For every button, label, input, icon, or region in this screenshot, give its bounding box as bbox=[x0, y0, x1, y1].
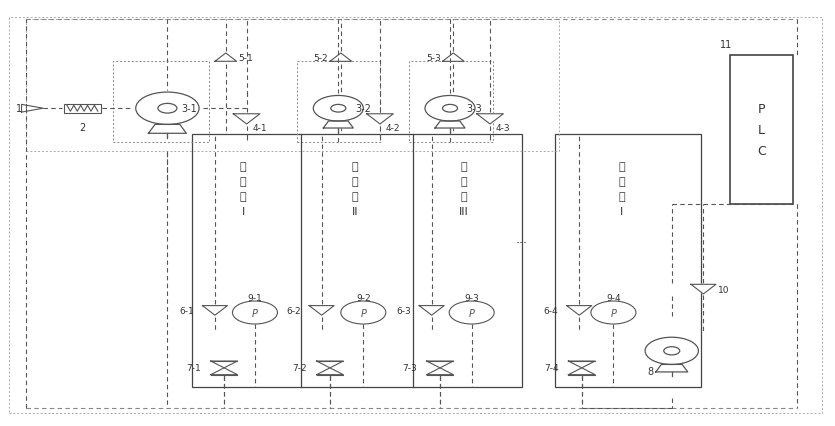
Text: 9-4: 9-4 bbox=[606, 294, 620, 302]
Text: 9-3: 9-3 bbox=[464, 294, 479, 302]
Text: 6-1: 6-1 bbox=[180, 306, 194, 315]
Circle shape bbox=[341, 301, 386, 324]
Circle shape bbox=[136, 93, 199, 125]
Polygon shape bbox=[419, 306, 444, 315]
Circle shape bbox=[158, 104, 177, 114]
Circle shape bbox=[331, 105, 346, 113]
Polygon shape bbox=[149, 125, 186, 134]
Bar bbox=[409, 62, 493, 143]
Text: P: P bbox=[361, 308, 367, 318]
Bar bbox=[26, 20, 559, 151]
Text: 4-2: 4-2 bbox=[386, 124, 400, 133]
Text: 5-3: 5-3 bbox=[426, 54, 441, 63]
Polygon shape bbox=[427, 361, 453, 368]
Polygon shape bbox=[233, 115, 260, 125]
Polygon shape bbox=[435, 122, 465, 129]
Text: 正
压
区
II: 正 压 区 II bbox=[352, 162, 358, 216]
Text: 5-2: 5-2 bbox=[314, 54, 328, 63]
Polygon shape bbox=[367, 115, 393, 125]
Text: 8: 8 bbox=[648, 366, 654, 376]
Text: 7-1: 7-1 bbox=[186, 363, 200, 372]
Text: P: P bbox=[468, 308, 474, 318]
Polygon shape bbox=[210, 368, 237, 375]
Circle shape bbox=[591, 301, 636, 324]
Circle shape bbox=[313, 96, 363, 122]
Text: 负
压
区
I: 负 压 区 I bbox=[619, 162, 625, 216]
Polygon shape bbox=[202, 306, 227, 315]
Text: 4-1: 4-1 bbox=[252, 124, 267, 133]
Polygon shape bbox=[567, 306, 592, 315]
Text: 9-2: 9-2 bbox=[356, 294, 371, 302]
Text: 3-2: 3-2 bbox=[355, 104, 371, 114]
Bar bbox=[296, 62, 380, 143]
Polygon shape bbox=[323, 122, 353, 129]
Bar bbox=[63, 104, 101, 114]
Text: 正
压
区
I: 正 压 区 I bbox=[240, 162, 246, 216]
Polygon shape bbox=[569, 368, 595, 375]
Text: 9-1: 9-1 bbox=[247, 294, 262, 302]
Text: 3-3: 3-3 bbox=[467, 104, 483, 114]
Text: 4-3: 4-3 bbox=[496, 124, 510, 133]
Text: 6-4: 6-4 bbox=[544, 306, 559, 315]
Text: 6-3: 6-3 bbox=[396, 306, 411, 315]
Text: 1: 1 bbox=[16, 104, 22, 114]
Bar bbox=[730, 56, 792, 204]
Circle shape bbox=[645, 337, 698, 365]
Polygon shape bbox=[569, 361, 595, 368]
Polygon shape bbox=[477, 115, 504, 125]
Circle shape bbox=[425, 96, 475, 122]
Bar bbox=[192, 135, 522, 387]
Text: 2: 2 bbox=[79, 123, 85, 133]
Circle shape bbox=[449, 301, 494, 324]
Text: 11: 11 bbox=[720, 40, 732, 50]
Polygon shape bbox=[316, 368, 343, 375]
Text: P
L
C: P L C bbox=[757, 103, 766, 158]
Text: 10: 10 bbox=[718, 285, 730, 294]
Circle shape bbox=[232, 301, 277, 324]
Polygon shape bbox=[210, 361, 237, 368]
Polygon shape bbox=[691, 285, 716, 294]
Text: 6-2: 6-2 bbox=[286, 306, 301, 315]
Circle shape bbox=[664, 347, 680, 355]
Text: 3-1: 3-1 bbox=[181, 104, 197, 114]
Bar bbox=[555, 135, 701, 387]
Polygon shape bbox=[427, 368, 453, 375]
Text: P: P bbox=[610, 308, 616, 318]
Text: 正
压
区
III: 正 压 区 III bbox=[458, 162, 468, 216]
Text: 7-3: 7-3 bbox=[402, 363, 417, 372]
Bar bbox=[114, 62, 209, 143]
Circle shape bbox=[443, 105, 458, 113]
Text: 7-2: 7-2 bbox=[292, 363, 306, 372]
Polygon shape bbox=[655, 365, 688, 372]
Polygon shape bbox=[309, 306, 334, 315]
Polygon shape bbox=[316, 361, 343, 368]
Text: 7-4: 7-4 bbox=[544, 363, 559, 372]
Text: ...: ... bbox=[516, 232, 528, 245]
Text: P: P bbox=[252, 308, 258, 318]
Text: 5-1: 5-1 bbox=[238, 54, 253, 63]
